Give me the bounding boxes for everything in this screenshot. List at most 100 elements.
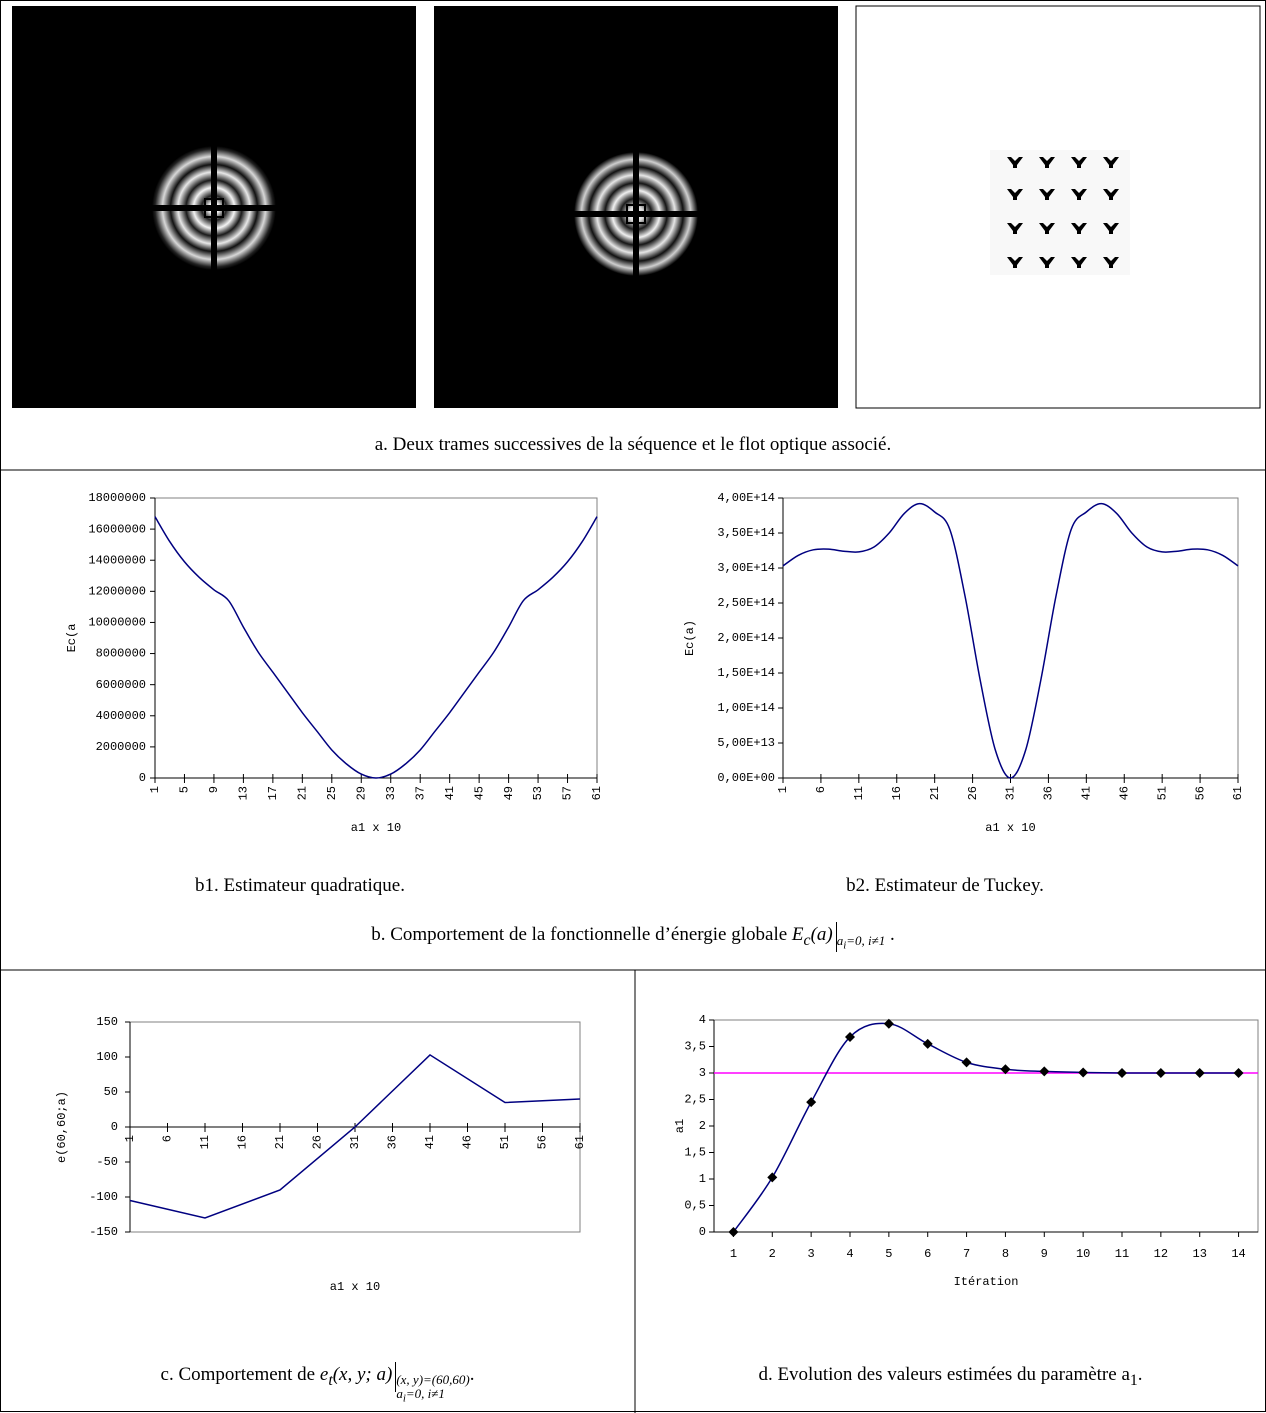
y-tick-label: 0 [139, 771, 146, 785]
x-tick-label: 41 [423, 1135, 437, 1149]
x-tick-label: 49 [502, 786, 516, 800]
math-cond: (x, y)=(60,60) [396, 1372, 469, 1387]
figure: 0200000040000006000000800000010000000120… [0, 0, 1266, 1413]
y-tick-label: 0,5 [684, 1199, 706, 1213]
y-tick-label: 4,00E+14 [717, 491, 775, 505]
y-tick-label: 10000000 [88, 616, 146, 630]
x-tick-label: 25 [325, 786, 339, 800]
y-tick-label: 8000000 [96, 647, 146, 661]
math-sub: c [804, 932, 811, 949]
y-tick-label: 12000000 [88, 585, 146, 599]
data-marker [923, 1039, 933, 1049]
x-tick-label: 53 [531, 786, 545, 800]
x-tick-label: 1 [148, 786, 162, 793]
x-tick-label: 56 [536, 1135, 550, 1149]
x-tick-label: 11 [1115, 1247, 1129, 1261]
x-tick-label: 46 [461, 1135, 475, 1149]
caption-c: c. Comportement de et(x, y; a)(x, y)=(60… [0, 1362, 635, 1406]
math-cond-rest: =0, i≠1 [846, 933, 885, 948]
x-tick-label: 13 [1193, 1247, 1207, 1261]
data-marker [1156, 1068, 1166, 1078]
plot-frame [155, 498, 597, 778]
x-tick-label: 29 [354, 786, 368, 800]
frame-image-1 [12, 6, 416, 408]
x-tick-label: 33 [384, 786, 398, 800]
math-arg: (a) [811, 924, 833, 945]
y-tick-label: 2,00E+14 [717, 631, 775, 645]
caption-end: . [470, 1364, 475, 1385]
data-marker [1117, 1068, 1127, 1078]
y-tick-label: 2 [699, 1119, 706, 1133]
caption-b: b. Comportement de la fonctionnelle d’én… [0, 922, 1266, 952]
x-tick-label: 41 [443, 786, 457, 800]
caption-text: b2. Estimateur de Tuckey. [846, 875, 1044, 896]
page: { "panel_a": {"caption": "a. Deux trames… [0, 0, 1266, 1413]
x-tick-label: 16 [890, 786, 904, 800]
x-tick-label: 26 [311, 1135, 325, 1149]
data-line [783, 504, 1238, 778]
x-tick-label: 4 [846, 1247, 853, 1261]
y-tick-label: 150 [96, 1015, 118, 1029]
x-tick-label: 21 [296, 786, 310, 800]
math-arg: (x, y; a) [333, 1364, 393, 1385]
data-marker [806, 1097, 816, 1107]
x-tick-label: 31 [348, 1135, 362, 1149]
x-tick-label: 6 [814, 786, 828, 793]
x-tick-label: 6 [161, 1135, 175, 1142]
y-tick-label: 1 [699, 1172, 706, 1186]
math-cond-rest: =0, i≠1 [406, 1386, 445, 1401]
x-tick-label: 10 [1076, 1247, 1090, 1261]
optical-flow-image [856, 6, 1260, 408]
x-tick-label: 1 [730, 1247, 737, 1261]
math-symbol: E [792, 924, 804, 945]
x-tick-label: 6 [924, 1247, 931, 1261]
x-tick-label: 31 [1004, 786, 1018, 800]
x-tick-label: 11 [852, 786, 866, 800]
caption-text: d. Evolution des valeurs estimées du par… [758, 1364, 1129, 1385]
plot-frame [714, 1020, 1258, 1232]
x-tick-label: 36 [1042, 786, 1056, 800]
y-axis-label: Ec(a [65, 624, 79, 653]
y-tick-label: 6000000 [96, 678, 146, 692]
x-tick-label: 51 [1155, 786, 1169, 800]
caption-end: . [1138, 1364, 1143, 1385]
x-tick-label: 46 [1117, 786, 1131, 800]
y-tick-label: 1,5 [684, 1146, 706, 1160]
y-tick-label: 5,00E+13 [717, 736, 775, 750]
caption-sub: 1 [1130, 1372, 1138, 1389]
y-tick-label: 2,5 [684, 1093, 706, 1107]
x-axis-label: a1 x 10 [985, 821, 1035, 835]
caption-b1: b1. Estimateur quadratique. [100, 875, 500, 897]
caption-text: a. Deux trames successives de la séquenc… [375, 434, 892, 455]
y-tick-label: 4000000 [96, 709, 146, 723]
x-tick-label: 56 [1193, 786, 1207, 800]
data-marker [962, 1057, 972, 1067]
y-tick-label: 3 [699, 1066, 706, 1080]
x-tick-label: 14 [1231, 1247, 1245, 1261]
y-tick-label: 3,00E+14 [717, 561, 775, 575]
y-tick-label: 2000000 [96, 740, 146, 754]
x-tick-label: 21 [273, 1135, 287, 1149]
x-tick-label: 16 [236, 1135, 250, 1149]
x-tick-label: 1 [776, 786, 790, 793]
y-tick-label: 0,00E+00 [717, 771, 775, 785]
y-tick-label: 100 [96, 1050, 118, 1064]
y-tick-label: 1,50E+14 [717, 666, 775, 680]
x-tick-label: 2 [769, 1247, 776, 1261]
y-tick-label: 0 [699, 1225, 706, 1239]
caption-text: b1. Estimateur quadratique. [195, 875, 405, 896]
x-axis-label: a1 x 10 [330, 1280, 380, 1294]
y-tick-label: 50 [104, 1085, 118, 1099]
y-tick-label: 18000000 [88, 491, 146, 505]
y-tick-label: -150 [89, 1225, 118, 1239]
y-tick-label: 1,00E+14 [717, 701, 775, 715]
x-tick-label: 61 [590, 786, 604, 800]
x-tick-label: 12 [1154, 1247, 1168, 1261]
y-tick-label: -100 [89, 1190, 118, 1204]
frame-image-2 [434, 6, 838, 408]
x-tick-label: 5 [885, 1247, 892, 1261]
x-tick-label: 11 [198, 1135, 212, 1149]
y-tick-label: 3,5 [684, 1040, 706, 1054]
x-tick-label: 57 [561, 786, 575, 800]
y-tick-label: 0 [111, 1120, 118, 1134]
